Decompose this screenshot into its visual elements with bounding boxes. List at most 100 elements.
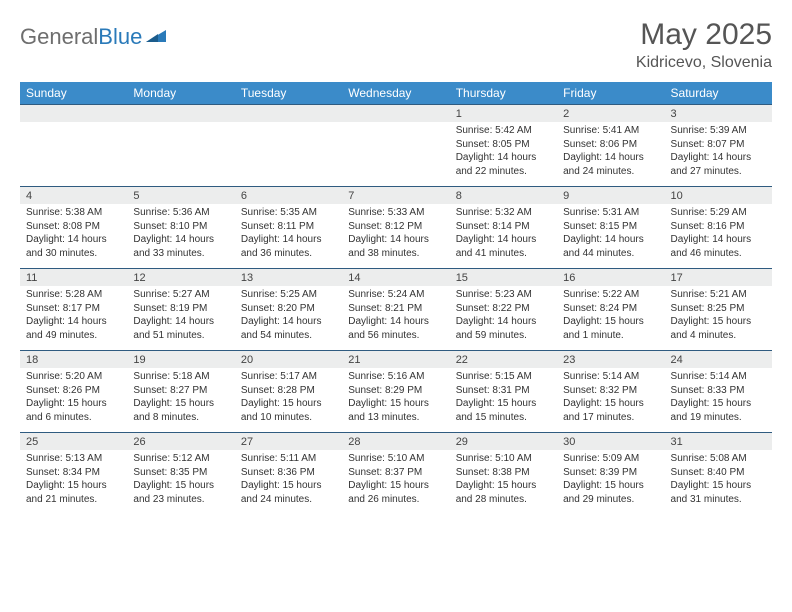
sunrise-line: Sunrise: 5:41 AM [563, 124, 658, 138]
day-number-cell: 27 [235, 433, 342, 451]
day-body-cell [235, 122, 342, 187]
day-number-cell: 6 [235, 187, 342, 205]
day-number-cell: 21 [342, 351, 449, 369]
daylight-line: Daylight: 15 hours and 21 minutes. [26, 479, 121, 506]
day-body-row: Sunrise: 5:20 AMSunset: 8:26 PMDaylight:… [20, 368, 772, 433]
day-number-cell: 23 [557, 351, 664, 369]
sunrise-line: Sunrise: 5:39 AM [671, 124, 766, 138]
sunrise-line: Sunrise: 5:16 AM [348, 370, 443, 384]
day-number-cell: 28 [342, 433, 449, 451]
sunset-line: Sunset: 8:32 PM [563, 384, 658, 398]
sunrise-line: Sunrise: 5:18 AM [133, 370, 228, 384]
daylight-line: Daylight: 14 hours and 22 minutes. [456, 151, 551, 178]
sunset-line: Sunset: 8:37 PM [348, 466, 443, 480]
day-number-cell: 12 [127, 269, 234, 287]
daylight-line: Daylight: 15 hours and 29 minutes. [563, 479, 658, 506]
day-body-cell [342, 122, 449, 187]
sunrise-line: Sunrise: 5:23 AM [456, 288, 551, 302]
day-body-cell: Sunrise: 5:28 AMSunset: 8:17 PMDaylight:… [20, 286, 127, 351]
day-number-cell: 5 [127, 187, 234, 205]
day-number-cell: 19 [127, 351, 234, 369]
sunset-line: Sunset: 8:29 PM [348, 384, 443, 398]
day-number-cell [127, 105, 234, 123]
daylight-line: Daylight: 14 hours and 30 minutes. [26, 233, 121, 260]
weekday-header: Saturday [665, 82, 772, 105]
sunset-line: Sunset: 8:40 PM [671, 466, 766, 480]
sunset-line: Sunset: 8:26 PM [26, 384, 121, 398]
day-number-cell: 29 [450, 433, 557, 451]
day-number-cell: 9 [557, 187, 664, 205]
day-body-cell: Sunrise: 5:31 AMSunset: 8:15 PMDaylight:… [557, 204, 664, 269]
day-body-cell: Sunrise: 5:39 AMSunset: 8:07 PMDaylight:… [665, 122, 772, 187]
daylight-line: Daylight: 14 hours and 46 minutes. [671, 233, 766, 260]
daylight-line: Daylight: 15 hours and 23 minutes. [133, 479, 228, 506]
sunrise-line: Sunrise: 5:42 AM [456, 124, 551, 138]
day-number-cell [20, 105, 127, 123]
sunset-line: Sunset: 8:08 PM [26, 220, 121, 234]
sunrise-line: Sunrise: 5:28 AM [26, 288, 121, 302]
sunset-line: Sunset: 8:16 PM [671, 220, 766, 234]
sunset-line: Sunset: 8:25 PM [671, 302, 766, 316]
sunset-line: Sunset: 8:33 PM [671, 384, 766, 398]
sunset-line: Sunset: 8:35 PM [133, 466, 228, 480]
daylight-line: Daylight: 15 hours and 8 minutes. [133, 397, 228, 424]
daylight-line: Daylight: 14 hours and 27 minutes. [671, 151, 766, 178]
sunrise-line: Sunrise: 5:31 AM [563, 206, 658, 220]
day-body-cell: Sunrise: 5:11 AMSunset: 8:36 PMDaylight:… [235, 450, 342, 514]
day-number-cell: 3 [665, 105, 772, 123]
daylight-line: Daylight: 15 hours and 26 minutes. [348, 479, 443, 506]
day-number-cell: 20 [235, 351, 342, 369]
sunrise-line: Sunrise: 5:11 AM [241, 452, 336, 466]
daylight-line: Daylight: 14 hours and 41 minutes. [456, 233, 551, 260]
day-body-cell: Sunrise: 5:35 AMSunset: 8:11 PMDaylight:… [235, 204, 342, 269]
sunset-line: Sunset: 8:27 PM [133, 384, 228, 398]
day-body-row: Sunrise: 5:28 AMSunset: 8:17 PMDaylight:… [20, 286, 772, 351]
sunrise-line: Sunrise: 5:08 AM [671, 452, 766, 466]
brand-logo: GeneralBlue [20, 18, 168, 50]
day-number-cell: 7 [342, 187, 449, 205]
daylight-line: Daylight: 14 hours and 38 minutes. [348, 233, 443, 260]
daylight-line: Daylight: 15 hours and 24 minutes. [241, 479, 336, 506]
day-number-cell: 4 [20, 187, 127, 205]
day-number-cell [342, 105, 449, 123]
sunrise-line: Sunrise: 5:27 AM [133, 288, 228, 302]
day-number-row: 45678910 [20, 187, 772, 205]
sunrise-line: Sunrise: 5:10 AM [348, 452, 443, 466]
sail-icon [144, 24, 168, 50]
title-block: May 2025 Kidricevo, Slovenia [636, 18, 772, 72]
sunset-line: Sunset: 8:21 PM [348, 302, 443, 316]
day-body-cell: Sunrise: 5:29 AMSunset: 8:16 PMDaylight:… [665, 204, 772, 269]
sunrise-line: Sunrise: 5:10 AM [456, 452, 551, 466]
day-body-cell: Sunrise: 5:33 AMSunset: 8:12 PMDaylight:… [342, 204, 449, 269]
sunset-line: Sunset: 8:11 PM [241, 220, 336, 234]
weekday-header: Tuesday [235, 82, 342, 105]
day-body-row: Sunrise: 5:13 AMSunset: 8:34 PMDaylight:… [20, 450, 772, 514]
day-number-cell: 2 [557, 105, 664, 123]
sunset-line: Sunset: 8:31 PM [456, 384, 551, 398]
sunset-line: Sunset: 8:24 PM [563, 302, 658, 316]
calendar-table: SundayMondayTuesdayWednesdayThursdayFrid… [20, 82, 772, 514]
sunset-line: Sunset: 8:17 PM [26, 302, 121, 316]
day-number-cell: 24 [665, 351, 772, 369]
day-number-cell: 17 [665, 269, 772, 287]
day-body-cell: Sunrise: 5:27 AMSunset: 8:19 PMDaylight:… [127, 286, 234, 351]
page-header: GeneralBlue May 2025 Kidricevo, Slovenia [20, 18, 772, 72]
day-body-cell: Sunrise: 5:41 AMSunset: 8:06 PMDaylight:… [557, 122, 664, 187]
day-body-cell: Sunrise: 5:20 AMSunset: 8:26 PMDaylight:… [20, 368, 127, 433]
sunrise-line: Sunrise: 5:14 AM [563, 370, 658, 384]
day-body-cell: Sunrise: 5:15 AMSunset: 8:31 PMDaylight:… [450, 368, 557, 433]
day-body-cell: Sunrise: 5:25 AMSunset: 8:20 PMDaylight:… [235, 286, 342, 351]
day-number-cell: 30 [557, 433, 664, 451]
sunset-line: Sunset: 8:15 PM [563, 220, 658, 234]
day-number-cell: 25 [20, 433, 127, 451]
sunrise-line: Sunrise: 5:33 AM [348, 206, 443, 220]
day-body-cell: Sunrise: 5:16 AMSunset: 8:29 PMDaylight:… [342, 368, 449, 433]
day-body-cell: Sunrise: 5:10 AMSunset: 8:38 PMDaylight:… [450, 450, 557, 514]
day-body-cell: Sunrise: 5:14 AMSunset: 8:33 PMDaylight:… [665, 368, 772, 433]
daylight-line: Daylight: 14 hours and 24 minutes. [563, 151, 658, 178]
day-body-row: Sunrise: 5:38 AMSunset: 8:08 PMDaylight:… [20, 204, 772, 269]
month-title: May 2025 [636, 18, 772, 52]
day-body-cell: Sunrise: 5:13 AMSunset: 8:34 PMDaylight:… [20, 450, 127, 514]
day-body-cell: Sunrise: 5:17 AMSunset: 8:28 PMDaylight:… [235, 368, 342, 433]
sunset-line: Sunset: 8:28 PM [241, 384, 336, 398]
